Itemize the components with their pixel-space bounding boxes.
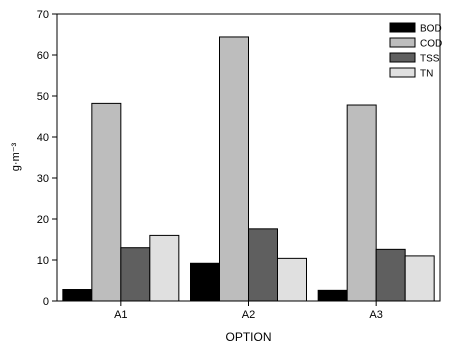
legend-label-bod: BOD [420, 24, 442, 35]
bar-tss-a3 [375, 248, 406, 302]
bar-tss-a1 [120, 247, 151, 302]
legend-label-cod: COD [420, 39, 442, 50]
bar-bod-a3 [317, 289, 348, 302]
bar-tn-a2 [277, 257, 307, 302]
x-tick-label: A1 [114, 309, 127, 321]
bar-cod-a2 [219, 36, 249, 302]
y-axis: 0 10 20 30 40 50 60 70 [37, 9, 57, 308]
legend-swatch-tn [389, 67, 416, 78]
x-tick-label: A2 [242, 309, 255, 321]
y-tick-label: 70 [37, 9, 49, 21]
legend-swatch-tss [389, 52, 416, 63]
bar-bod-a1 [62, 289, 93, 302]
bar-cod-a1 [91, 102, 122, 302]
legend: BOD COD TSS TN [389, 22, 442, 80]
y-tick-label: 50 [37, 91, 49, 103]
y-axis-label: g·m⁻³ [10, 142, 22, 171]
y-tick-label: 60 [37, 50, 49, 62]
x-tick-label: A3 [369, 309, 382, 321]
bar-tn-a1 [149, 234, 180, 302]
y-tick-label: 10 [37, 255, 49, 267]
y-tick-label: 30 [37, 173, 49, 185]
bars-group [62, 36, 435, 302]
legend-label-tss: TSS [420, 54, 440, 65]
legend-swatch-cod [389, 37, 416, 48]
bar-tn-a3 [404, 255, 435, 302]
bar-bod-a2 [190, 262, 220, 302]
x-axis: A1 A2 A3 [114, 301, 383, 321]
legend-label-tn: TN [420, 69, 433, 80]
y-tick-label: 0 [43, 296, 49, 308]
bar-cod-a3 [346, 104, 377, 302]
x-axis-label: OPTION [225, 330, 271, 344]
y-tick-label: 20 [37, 214, 49, 226]
legend-swatch-bod [389, 22, 416, 33]
bar-tss-a2 [248, 228, 278, 302]
y-tick-label: 40 [37, 132, 49, 144]
